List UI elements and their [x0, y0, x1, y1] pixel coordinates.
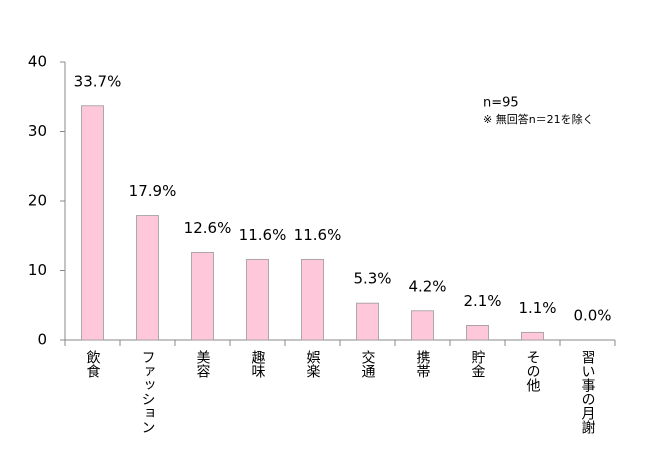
y-tick-label: 20: [28, 192, 47, 210]
annotation: n=95: [483, 96, 519, 111]
x-tick-label: 携帯: [415, 350, 431, 378]
x-tick-label: ファッション: [140, 350, 156, 434]
x-tick-label: 娯楽: [305, 350, 321, 378]
value-label: 2.1%: [463, 292, 501, 310]
value-label: 1.1%: [518, 299, 556, 317]
bar: [136, 215, 159, 341]
y-tick-label: 10: [28, 261, 47, 279]
value-label: 0.0%: [573, 307, 611, 325]
value-label: 5.3%: [353, 270, 391, 288]
x-tick-label: 習い事の月謝: [580, 350, 596, 434]
x-tick-label: その他: [525, 350, 541, 393]
bar: [521, 331, 544, 341]
annotation: ※ 無回答n＝21を除く: [483, 112, 594, 126]
bar: [411, 310, 434, 341]
value-label: 17.9%: [129, 182, 177, 200]
y-tick-label: 0: [37, 331, 47, 349]
x-tick-label: 交通: [360, 349, 376, 379]
y-tick-label: 30: [28, 122, 47, 140]
value-label: 11.6%: [294, 226, 342, 244]
x-tick-label: 飲食: [85, 350, 101, 378]
bar: [246, 258, 269, 341]
bar: [301, 258, 324, 341]
bar: [356, 302, 379, 341]
value-label: 12.6%: [184, 219, 232, 237]
x-tick-label: 美容: [195, 350, 211, 378]
value-label: 4.2%: [408, 277, 446, 295]
x-tick-label: 趣味: [250, 350, 266, 378]
bar: [466, 325, 489, 341]
y-tick-label: 40: [28, 53, 47, 71]
value-label: 33.7%: [74, 72, 122, 90]
value-label: 11.6%: [239, 226, 287, 244]
bar: [81, 105, 104, 341]
bar: [191, 252, 214, 341]
x-tick-label: 貯金: [470, 350, 486, 378]
